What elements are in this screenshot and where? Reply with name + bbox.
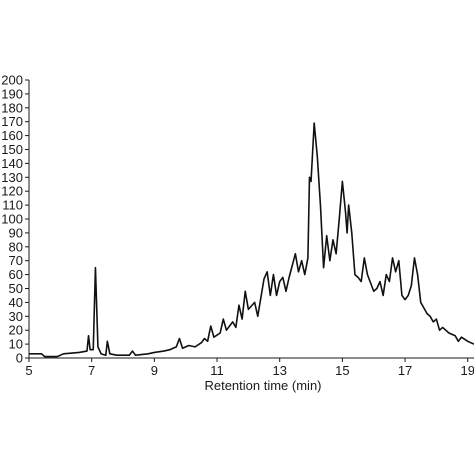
x-tick-label: 5 — [25, 363, 32, 378]
x-tick-label: 13 — [272, 363, 286, 378]
x-ticks: 5 7 9 11 13 15 17 19 — [25, 358, 474, 378]
x-tick-label: 9 — [151, 363, 158, 378]
axes — [28, 80, 474, 359]
y-tick-label: 160 — [1, 128, 23, 143]
y-tick-label: 40 — [9, 295, 23, 310]
y-tick-label: 20 — [9, 323, 23, 338]
y-tick-label: 170 — [1, 114, 23, 129]
y-tick-label: 0 — [16, 351, 23, 366]
x-tick-label: 11 — [210, 363, 224, 378]
y-tick-label: 120 — [1, 184, 23, 199]
chromatogram-line — [29, 122, 474, 358]
y-tick-label: 50 — [9, 281, 23, 296]
y-tick-label: 100 — [1, 212, 23, 227]
y-tick-label: 30 — [9, 309, 23, 324]
x-axis-label: Retention time (min) — [204, 378, 321, 393]
x-tick-label: 19 — [460, 363, 474, 378]
y-tick-label: 80 — [9, 239, 23, 254]
y-ticks: 0102030405060708090100110120130140150160… — [1, 73, 29, 366]
y-tick-label: 200 — [1, 73, 23, 88]
y-tick-label: 110 — [2, 198, 23, 213]
y-tick-label: 130 — [1, 170, 23, 185]
y-tick-label: 180 — [1, 100, 23, 115]
x-tick-label: 7 — [88, 363, 95, 378]
y-tick-label: 60 — [9, 267, 23, 282]
y-tick-label: 90 — [9, 225, 23, 240]
y-tick-label: 190 — [1, 86, 23, 101]
y-tick-label: 70 — [9, 253, 23, 268]
x-tick-label: 15 — [335, 363, 349, 378]
x-tick-label: 17 — [398, 363, 412, 378]
y-tick-label: 140 — [1, 156, 23, 171]
y-tick-label: 150 — [1, 142, 23, 157]
y-tick-label: 10 — [9, 337, 23, 352]
